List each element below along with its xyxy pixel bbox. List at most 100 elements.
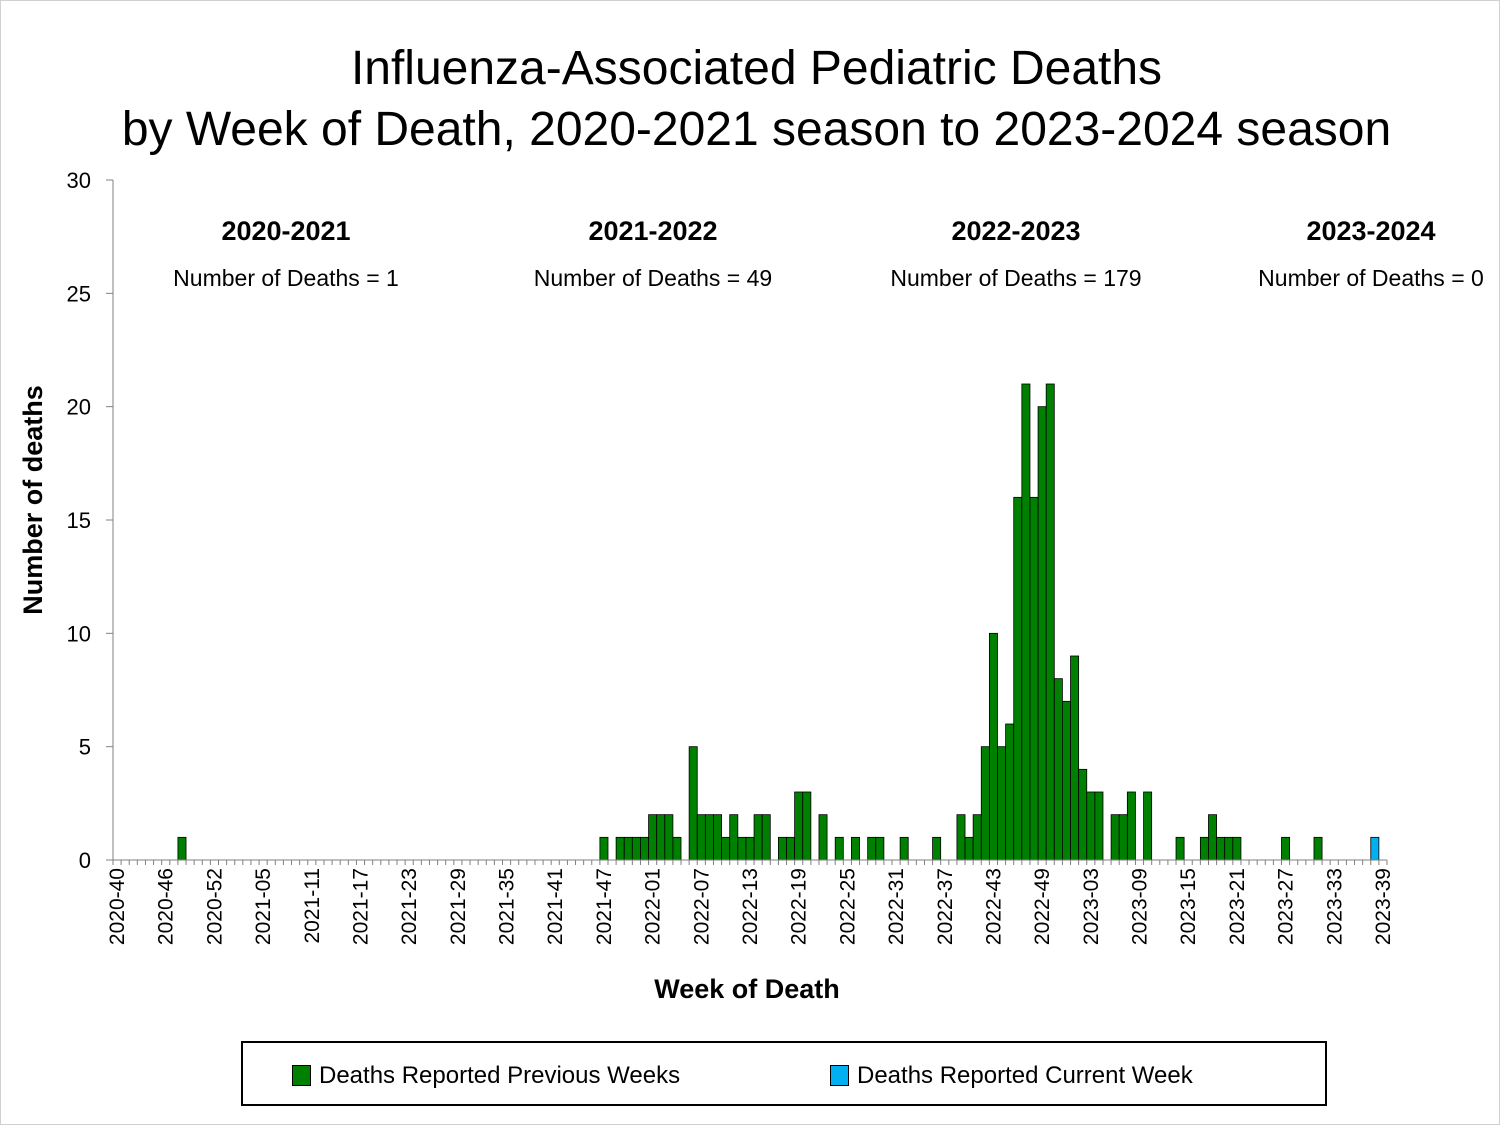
x-tick-label: 2022-01 (642, 868, 665, 945)
bar-previous-weeks (964, 836, 974, 861)
bar-previous-weeks (729, 814, 739, 861)
chart-axes: 0 5 10 15 20 25 30 2020-40 2020-46 2020-52 2021-05… (67, 168, 1395, 945)
x-tick-label: 2023-27 (1275, 868, 1298, 945)
bar-previous-weeks (851, 836, 860, 861)
season-labels: 2020-2021 Number of Deaths = 1 2021-2022 Nu… (173, 216, 1484, 291)
bar-previous-weeks (1199, 836, 1209, 861)
x-tick-label: 2022-13 (739, 868, 762, 945)
x-tick-label: 2022-43 (982, 868, 1005, 945)
bar-previous-weeks (713, 814, 722, 861)
bar-previous-weeks (623, 836, 633, 861)
x-tick-label: 2021-29 (447, 868, 470, 945)
season-death-count: Number of Deaths = 179 (890, 265, 1141, 291)
bar-previous-weeks (1037, 406, 1047, 861)
x-tick-label: 2022-25 (836, 868, 859, 945)
bar-previous-weeks (786, 836, 796, 861)
bar-previous-weeks (631, 836, 641, 861)
bar-previous-weeks (1094, 791, 1104, 861)
bar-previous-weeks (794, 791, 804, 861)
bar-previous-weeks (737, 836, 747, 861)
bar-previous-weeks (1013, 496, 1023, 861)
bar-previous-weeks (640, 836, 649, 861)
x-tick-label: 2023-33 (1323, 868, 1346, 945)
bar-previous-weeks (1045, 383, 1055, 861)
season-label: 2020-2021 (221, 216, 350, 246)
y-tick-label: 0 (79, 848, 91, 873)
season-label: 2021-2022 (588, 216, 717, 246)
y-tick-label: 10 (67, 621, 91, 646)
season-death-count: Number of Deaths = 1 (173, 265, 399, 291)
bar-previous-weeks (664, 814, 674, 861)
bar-previous-weeks (834, 836, 844, 861)
x-tick-label: 2022-31 (885, 868, 908, 945)
bar-previous-weeks (1281, 836, 1291, 861)
bar-previous-weeks (875, 836, 885, 861)
bar-previous-weeks (1232, 836, 1242, 861)
bar-previous-weeks (997, 746, 1007, 861)
y-tick-label: 25 (67, 281, 91, 306)
x-tick-label: 2023-03 (1080, 868, 1103, 945)
bar-previous-weeks (1175, 836, 1185, 861)
season-label: 2022-2023 (951, 216, 1080, 246)
bar-previous-weeks (1078, 768, 1088, 861)
bar-previous-weeks (745, 836, 755, 861)
season-death-count: Number of Deaths = 49 (534, 265, 772, 291)
bar-previous-weeks (672, 836, 682, 861)
bar-previous-weeks (1216, 836, 1226, 861)
y-tick-label: 15 (67, 508, 91, 533)
x-tick-label: 2021-05 (252, 868, 275, 945)
bar-previous-weeks (899, 836, 909, 861)
bar-previous-weeks (1208, 814, 1217, 861)
x-tick-label: 2021-47 (593, 868, 616, 945)
y-axis-title: Number of deaths (18, 385, 48, 615)
bar-previous-weeks (972, 814, 982, 861)
x-tick-label: 2022-37 (934, 868, 957, 945)
chart-title: Influenza-Associated Pediatric Deaths (350, 42, 1163, 95)
x-tick-label: 2020-40 (106, 868, 129, 945)
bar-previous-weeks (1086, 791, 1096, 861)
bar-previous-weeks (956, 814, 966, 861)
y-tick-label: 20 (67, 395, 91, 420)
bar-previous-weeks (753, 814, 763, 861)
bar-previous-weeks (704, 814, 714, 861)
x-tick-label: 2022-19 (788, 868, 811, 945)
bar-previous-weeks (867, 836, 877, 861)
bar-previous-weeks (1029, 496, 1039, 861)
x-tick-label: 2022-49 (1031, 868, 1054, 945)
bar-previous-weeks (818, 814, 828, 861)
bar-previous-weeks (648, 814, 658, 861)
x-tick-label: 2021-35 (496, 868, 519, 945)
x-tick-label: 2020-46 (155, 868, 178, 945)
y-tick-label: 30 (67, 168, 91, 193)
bar-previous-weeks (980, 746, 990, 861)
bar-previous-weeks (1313, 836, 1323, 861)
bar-previous-weeks (988, 632, 998, 861)
bar-series (177, 383, 1380, 861)
x-tick-label: 2021-17 (350, 868, 373, 945)
x-tick-label: 2021-11 (301, 868, 324, 944)
bar-previous-weeks (1118, 814, 1128, 861)
y-tick-label: 5 (79, 735, 91, 760)
bar-previous-weeks (932, 836, 942, 861)
bar-previous-weeks (1224, 836, 1234, 861)
bar-previous-weeks (599, 836, 609, 861)
bar-previous-weeks (688, 746, 698, 861)
legend-label-current: Deaths Reported Current Week (857, 1062, 1193, 1089)
bar-previous-weeks (778, 836, 787, 861)
legend-item-previous: Deaths Reported Previous Weeks (292, 1063, 680, 1089)
bar-previous-weeks (615, 836, 625, 861)
bar-current-week (1370, 836, 1380, 861)
bar-previous-weeks (1110, 814, 1120, 861)
bar-previous-weeks (761, 814, 771, 861)
x-tick-label: 2023-21 (1226, 868, 1249, 945)
bar-previous-weeks (1053, 678, 1063, 861)
legend-swatch-current (830, 1065, 849, 1086)
legend-label-previous: Deaths Reported Previous Weeks (319, 1062, 681, 1089)
chart-subtitle: by Week of Death, 2020-2021 season to 20… (121, 103, 1392, 156)
bar-previous-weeks (1070, 655, 1080, 861)
legend-swatch-previous (292, 1065, 311, 1086)
x-tick-label: 2021-41 (544, 868, 567, 945)
x-tick-label: 2021-23 (398, 868, 421, 945)
bar-previous-weeks (1126, 791, 1136, 861)
